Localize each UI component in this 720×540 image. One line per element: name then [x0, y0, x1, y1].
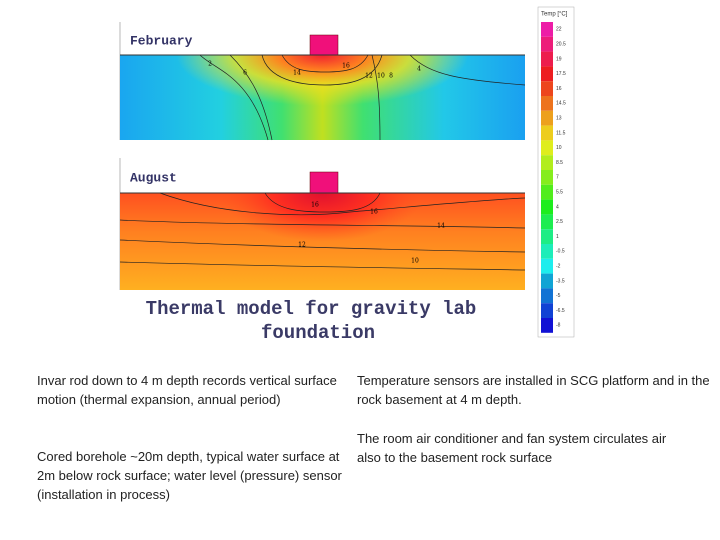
colorbar-label: 13 — [556, 116, 562, 122]
colorbar-cell — [541, 184, 553, 200]
panel-overlay — [120, 55, 525, 140]
building — [309, 171, 339, 194]
contour-label: 4 — [417, 66, 421, 73]
contour-label: 12 — [365, 73, 373, 80]
paragraph: Invar rod down to 4 m depth records vert… — [37, 373, 337, 407]
figure-title: Thermal model for gravity lab — [146, 298, 477, 320]
colorbar-cell — [541, 96, 553, 111]
panel-label: August — [130, 170, 177, 185]
contour-label: 10 — [377, 73, 385, 80]
colorbar-label: 7 — [556, 175, 559, 181]
colorbar-cell — [541, 303, 553, 318]
colorbar-label: 8.5 — [556, 160, 563, 166]
colorbar-cell — [541, 229, 553, 244]
colorbar-label: 16 — [556, 86, 562, 92]
contour-label: 8 — [389, 73, 393, 80]
colorbar-cell — [541, 273, 553, 289]
colorbar-cell — [541, 66, 553, 82]
colorbar-label: -2 — [556, 264, 561, 270]
colorbar-cell — [541, 318, 553, 333]
contour-label: 16 — [370, 209, 378, 216]
colorbar-label: 19 — [556, 56, 562, 62]
colorbar-cell — [541, 36, 553, 52]
colorbar-label: -5 — [556, 293, 561, 299]
figure-title: foundation — [261, 322, 375, 344]
colorbar-label: 11.5 — [556, 130, 566, 136]
contour-label: 6 — [243, 70, 247, 77]
colorbar-label: 14.5 — [556, 101, 566, 107]
colorbar-label: 4 — [556, 204, 559, 210]
colorbar-cell — [541, 288, 553, 304]
colorbar-cell — [541, 244, 553, 259]
colorbar-cell — [541, 51, 553, 67]
colorbar-cell — [541, 125, 553, 141]
colorbar-label: -3.5 — [556, 278, 565, 284]
contour-label: 2 — [208, 61, 212, 68]
contour-label: 16 — [342, 63, 350, 70]
paragraph: The room air conditioner and fan system … — [357, 431, 667, 465]
colorbar-cell — [541, 22, 553, 37]
colorbar-cell — [541, 155, 553, 170]
colorbar-label: -6.5 — [556, 308, 565, 314]
colorbar-label: -8 — [556, 323, 561, 329]
colorbar-cell — [541, 140, 553, 156]
colorbar-label: 10 — [556, 145, 562, 151]
contours — [199, 54, 526, 141]
contour-label: 12 — [298, 242, 306, 249]
colorbar-cell — [541, 258, 553, 274]
paragraph: Temperature sensors are installed in SCG… — [357, 373, 710, 407]
contour-label: 14 — [293, 70, 301, 77]
colorbar-cell — [541, 199, 553, 215]
colorbar-label: -0.5 — [556, 249, 565, 255]
contour-label: 10 — [411, 258, 419, 265]
colorbar-label: 2.5 — [556, 219, 563, 225]
colorbar-cell — [541, 81, 553, 96]
building — [309, 34, 339, 56]
contours — [119, 192, 526, 271]
colorbar-label: 1 — [556, 234, 559, 240]
colorbar-label: 5.5 — [556, 190, 563, 196]
contour-label: 16 — [311, 202, 319, 209]
colorbar-title: Temp [°C] — [541, 12, 568, 18]
colorbar-label: 20.5 — [556, 42, 566, 48]
paragraph: Cored borehole ~20m depth, typical water… — [37, 449, 342, 502]
colorbar-cell — [541, 110, 553, 126]
colorbar-label: 17.5 — [556, 71, 566, 77]
colorbar-label: 22 — [556, 27, 562, 33]
contour-label: 14 — [437, 223, 445, 230]
panel-overlay — [120, 193, 525, 290]
panel-label: February — [130, 33, 193, 48]
figure: February August Temp [°C] Thermal model … — [119, 6, 575, 344]
colorbar-cell — [541, 170, 553, 185]
colorbar-cell — [541, 214, 553, 230]
